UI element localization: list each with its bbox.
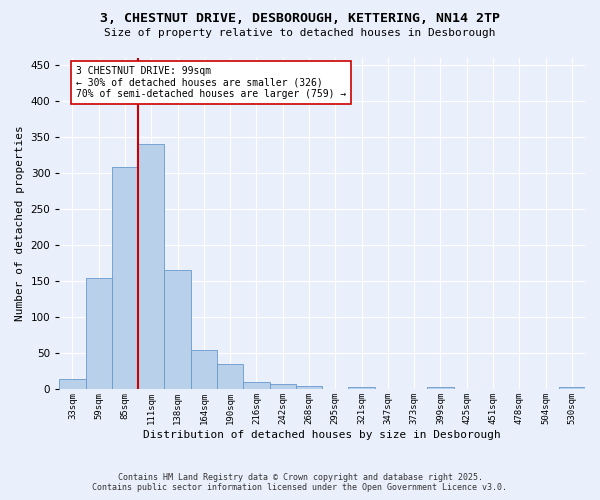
Bar xyxy=(244,382,269,390)
X-axis label: Distribution of detached houses by size in Desborough: Distribution of detached houses by size … xyxy=(143,430,501,440)
Bar xyxy=(427,386,454,390)
Bar xyxy=(269,384,296,390)
Text: Contains HM Land Registry data © Crown copyright and database right 2025.
Contai: Contains HM Land Registry data © Crown c… xyxy=(92,473,508,492)
Bar xyxy=(138,144,164,390)
Text: 3, CHESTNUT DRIVE, DESBOROUGH, KETTERING, NN14 2TP: 3, CHESTNUT DRIVE, DESBOROUGH, KETTERING… xyxy=(100,12,500,26)
Bar xyxy=(349,388,375,390)
Bar xyxy=(559,388,585,390)
Bar xyxy=(112,167,138,390)
Bar xyxy=(191,350,217,390)
Text: 3 CHESTNUT DRIVE: 99sqm
← 30% of detached houses are smaller (326)
70% of semi-d: 3 CHESTNUT DRIVE: 99sqm ← 30% of detache… xyxy=(76,66,346,100)
Bar xyxy=(164,270,191,390)
Y-axis label: Number of detached properties: Number of detached properties xyxy=(15,126,25,322)
Bar xyxy=(217,364,244,390)
Bar xyxy=(296,386,322,390)
Bar xyxy=(86,278,112,390)
Bar xyxy=(59,378,86,390)
Text: Size of property relative to detached houses in Desborough: Size of property relative to detached ho… xyxy=(104,28,496,38)
